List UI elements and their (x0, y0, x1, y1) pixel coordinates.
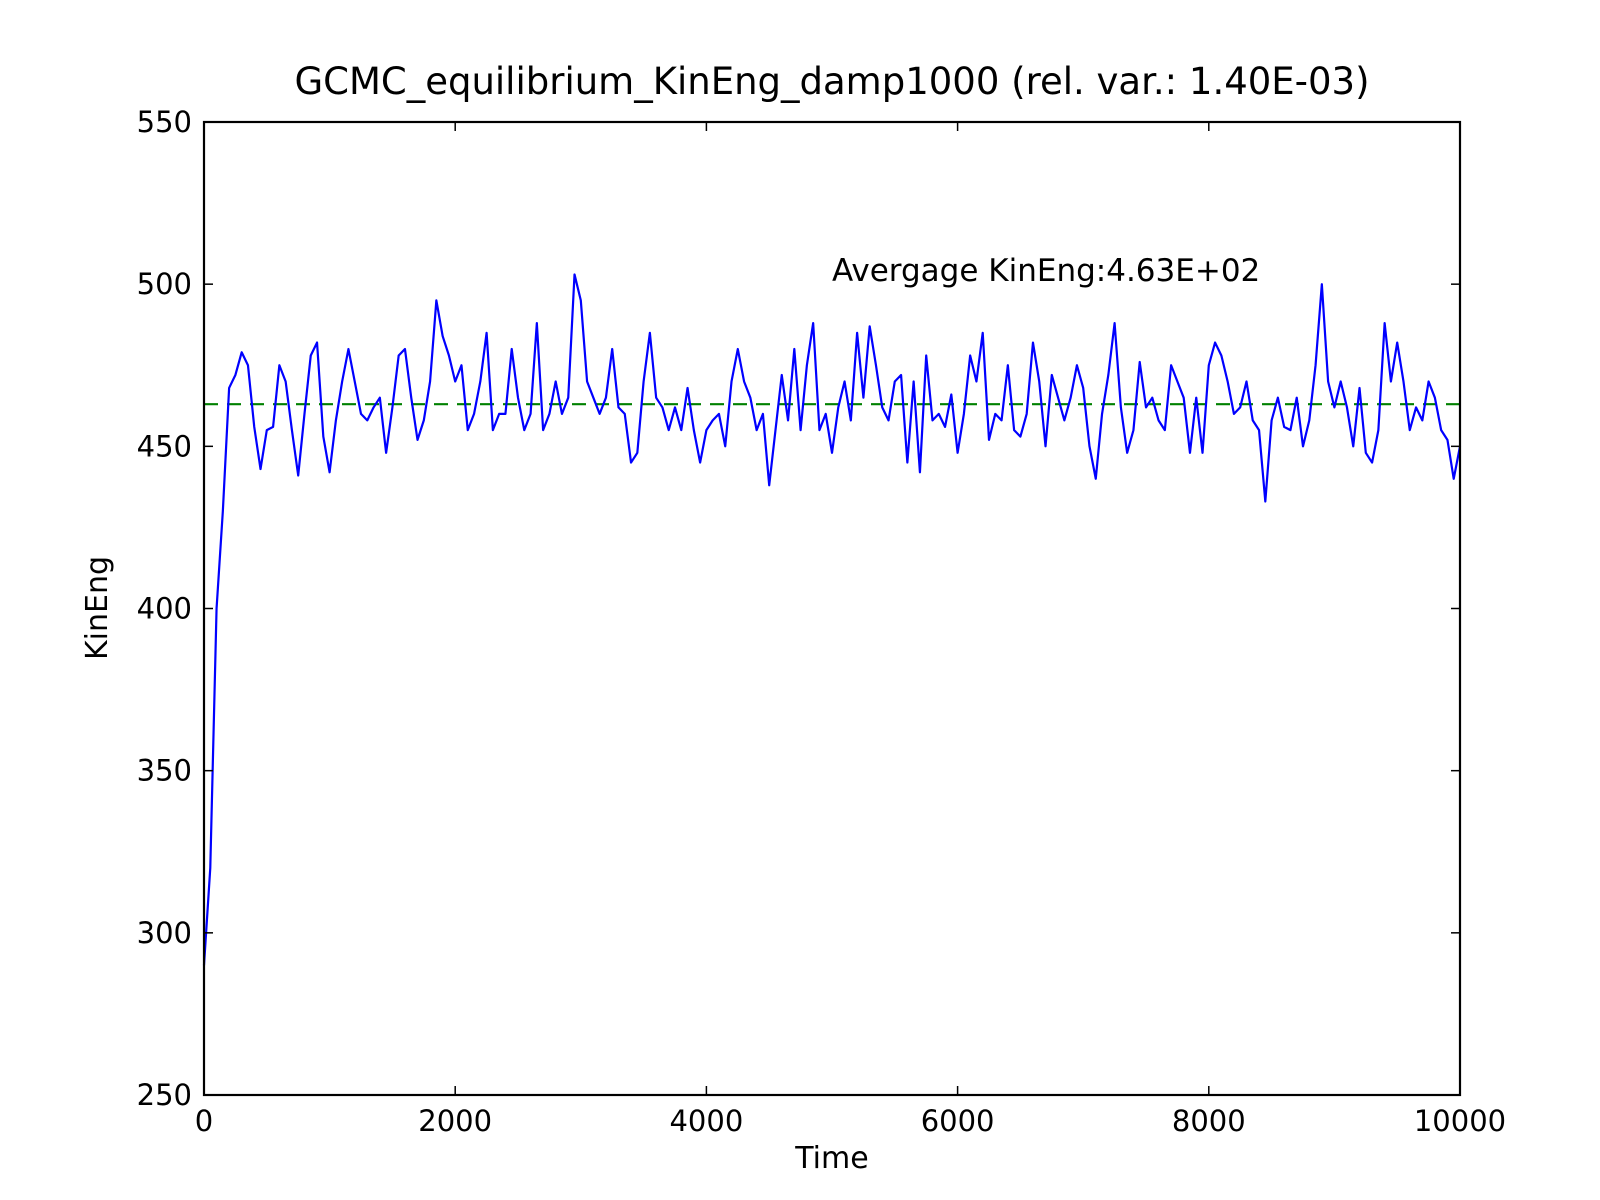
x-tick-label: 4000 (669, 1104, 743, 1138)
y-tick-label: 550 (137, 105, 192, 139)
y-axis-label: KinEng (80, 556, 115, 660)
y-tick-label: 450 (137, 429, 192, 463)
data-line (202, 273, 1462, 966)
x-tick-label: 10000 (1414, 1104, 1506, 1138)
y-tick-label: 500 (137, 267, 192, 301)
annotation: Avergage KinEng:4.63E+02 (832, 253, 1260, 289)
y-tick-label: 250 (137, 1078, 192, 1112)
y-tick-label: 400 (137, 592, 192, 626)
x-tick-label: 2000 (418, 1104, 492, 1138)
x-tick-label: 6000 (921, 1104, 995, 1138)
chart-title: GCMC_equilibrium_KinEng_damp1000 (rel. v… (294, 60, 1369, 103)
x-axis-label: Time (794, 1141, 868, 1176)
x-tick-label: 8000 (1172, 1104, 1246, 1138)
y-tick-label: 300 (137, 916, 192, 950)
x-tick-label: 0 (195, 1104, 213, 1138)
y-tick-label: 350 (137, 754, 192, 788)
